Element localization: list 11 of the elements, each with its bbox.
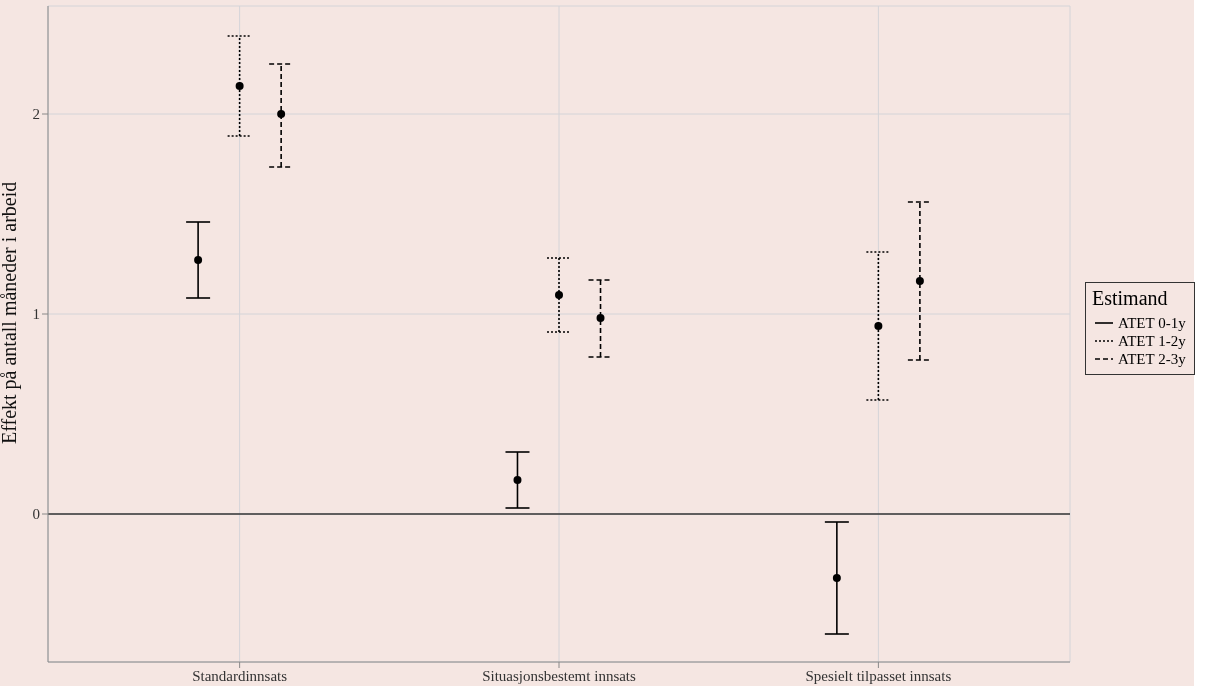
legend-label: ATET 2-3y [1118,350,1186,368]
legend-title: Estimand [1092,287,1169,310]
legend-label: ATET 0-1y [1118,314,1186,332]
x-tick-label: Spesielt tilpasset innsats [805,667,952,684]
y-axis-title: Effekt på antall måneder i arbeid [0,181,22,444]
x-tick-label: Standardinnsats [192,667,288,684]
y-tick-label: 1 [32,306,40,323]
legend-label: ATET 1-2y [1118,332,1186,350]
x-tick-label: Situasjonsbestemt innsats [482,667,637,684]
y-tick-label: 2 [32,106,40,123]
y-tick-label: 0 [32,506,40,523]
